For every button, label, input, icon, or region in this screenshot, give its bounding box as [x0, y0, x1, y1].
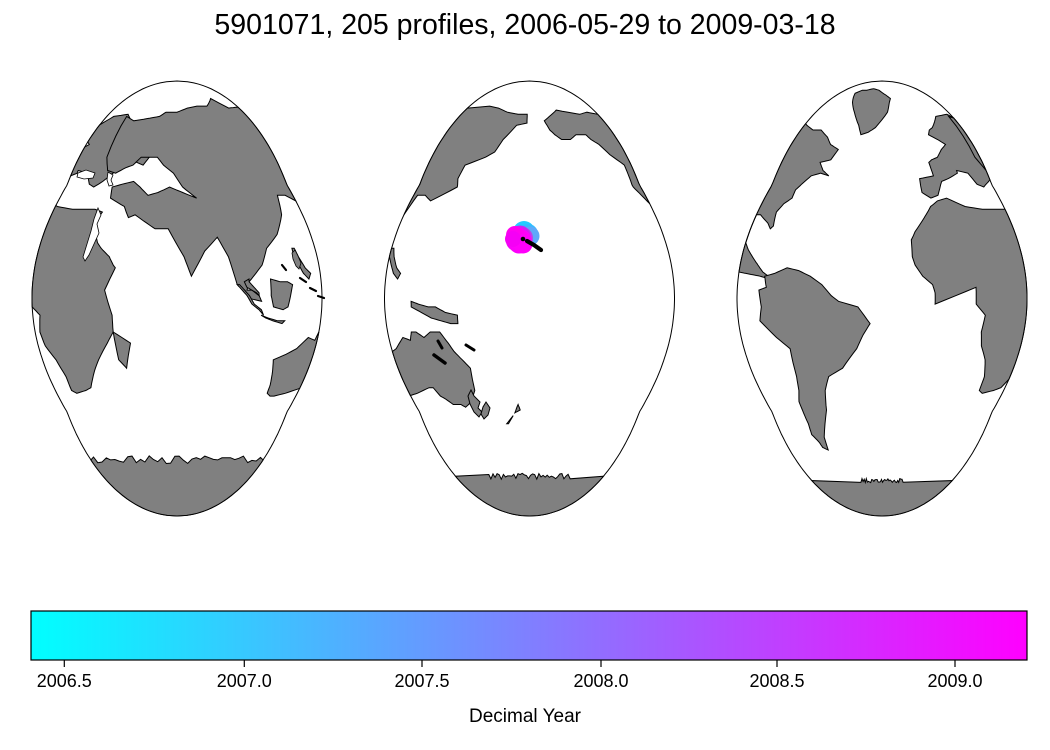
svg-text:2007.0: 2007.0 — [217, 671, 272, 691]
svg-text:2007.5: 2007.5 — [394, 671, 449, 691]
svg-text:2008.5: 2008.5 — [749, 671, 804, 691]
svg-text:2006.5: 2006.5 — [37, 671, 92, 691]
svg-text:2009.0: 2009.0 — [927, 671, 982, 691]
svg-text:2008.0: 2008.0 — [573, 671, 628, 691]
svg-text:Decimal Year: Decimal Year — [469, 706, 582, 727]
